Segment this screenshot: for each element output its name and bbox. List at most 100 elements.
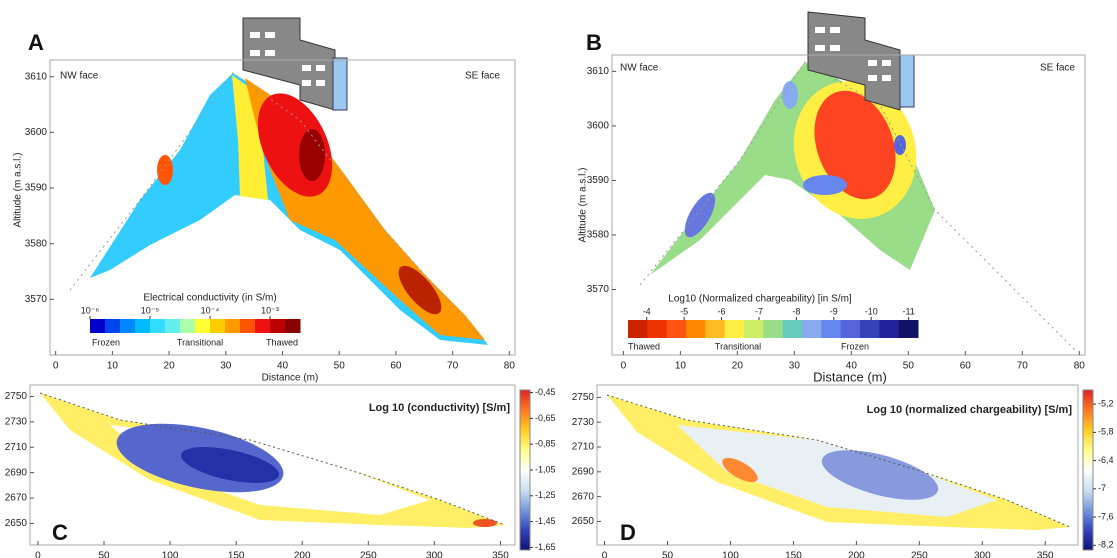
x-tick-label: 300	[426, 551, 443, 558]
colorbar-tick-label: -5	[680, 306, 688, 316]
x-tick-label: 30	[220, 361, 232, 372]
colorbar-title: Log 10 (conductivity) [S/m]	[369, 402, 511, 414]
building-icon	[242, 17, 348, 111]
colorbar-tick-label: 10⁻³	[261, 305, 279, 315]
x-tick-label: 20	[164, 361, 176, 372]
y-tick-label: 2670	[5, 493, 28, 504]
x-tick-label: 250	[360, 551, 377, 558]
colorbar-segment	[135, 319, 151, 333]
y-tick-label: 3610	[25, 71, 48, 82]
x-tick-label: 250	[911, 551, 928, 558]
y-tick-label: 2690	[5, 467, 28, 478]
x-tick-label: 0	[35, 551, 41, 558]
colorbar-tick-label: 10⁻⁶	[81, 305, 100, 315]
x-tick-label: 350	[1037, 551, 1054, 558]
plot-frame	[611, 54, 1086, 356]
y-tick-label: 3590	[25, 183, 48, 194]
y-tick-label: 2750	[572, 392, 595, 403]
x-tick-label: 20	[732, 361, 744, 372]
panel: 0 50 100 150 200 250 300 350 2650 2670 2690 2710 273…	[5, 384, 556, 558]
x-tick-label: 50	[903, 361, 915, 372]
colorbar-segment	[270, 319, 286, 333]
x-tick-label: 300	[974, 551, 991, 558]
colorbar-segment	[180, 319, 196, 333]
colorbar-segment	[782, 320, 803, 338]
plot-frame	[596, 384, 1079, 546]
panel: 0 50 100 150 200 250 300 350 2650 2670 2690 2710 273…	[572, 384, 1114, 558]
colorbar-tick-label: -6,4	[1098, 455, 1114, 465]
y-tick-label: 3570	[587, 284, 610, 295]
y-tick-label: 3610	[587, 66, 610, 77]
field-b	[639, 61, 1076, 351]
plot-frame	[29, 384, 516, 546]
colorbar-segment	[802, 320, 822, 338]
colorbar-segment	[879, 320, 900, 338]
colorbar-segment	[840, 320, 861, 338]
colorbar-segment	[898, 320, 919, 338]
x-tick-label: 50	[334, 361, 346, 372]
colorbar-segment	[686, 320, 706, 338]
y-tick-label: 3580	[25, 238, 48, 249]
colorbar-segment	[763, 320, 784, 338]
face-label: NW face	[60, 71, 99, 82]
panel-letter: D	[620, 520, 636, 545]
colorbar-tick-label: -1,45	[535, 516, 556, 526]
y-tick-label: 3600	[25, 127, 48, 138]
colorbar	[1082, 389, 1094, 551]
panel-letter: C	[52, 520, 68, 545]
colorbar-tick-label: -0,45	[535, 387, 556, 397]
x-axis-label: Distance (m)	[813, 369, 887, 384]
x-axis-label: Distance (m)	[262, 373, 319, 384]
colorbar-segment	[285, 319, 301, 333]
panel: 0 10 20 30 40 50 60 70 80 3570 3580 3590 3600 3610 B NW…	[578, 30, 1086, 384]
x-tick-label: 150	[228, 551, 245, 558]
colorbar-tick-label: -1,05	[535, 464, 556, 474]
colorbar-tick-label: -7,6	[1098, 511, 1114, 521]
colorbar-tick-label: 10⁻⁴	[201, 305, 220, 315]
y-tick-label: 2710	[572, 442, 595, 453]
colorbar-segment	[705, 320, 726, 338]
colorbar-tick-label: -0,65	[535, 413, 556, 423]
colorbar-tick-label: -10	[865, 306, 878, 316]
colorbar-segment	[105, 319, 121, 333]
y-tick-label: 2750	[5, 391, 28, 402]
x-tick-label: 50	[98, 551, 110, 558]
field-c	[39, 392, 506, 528]
colorbar-tick-label: -0,85	[535, 439, 556, 449]
colorbar-class-label: Frozen	[841, 341, 869, 351]
colorbar-tick-label: -6	[718, 306, 726, 316]
panel-letter: A	[28, 30, 44, 55]
colorbar-tick-label: -4	[643, 306, 651, 316]
colorbar-segment	[724, 320, 745, 338]
y-tick-label: 2690	[572, 466, 595, 477]
y-axis-label: Altitude (m a.s.l.)	[13, 152, 24, 227]
colorbar-segment	[255, 319, 271, 333]
x-tick-label: 40	[277, 361, 289, 372]
x-tick-label: 30	[789, 361, 801, 372]
y-tick-label: 2730	[5, 416, 28, 427]
colorbar-tick-label: -1,25	[535, 490, 556, 500]
y-tick-label: 3590	[587, 175, 610, 186]
colorbar-segment	[240, 319, 256, 333]
x-tick-label: 70	[1017, 361, 1029, 372]
colorbar-title: Electrical conductivity (in S/m)	[143, 293, 276, 304]
colorbar-class-label: Frozen	[92, 337, 120, 347]
colorbar-class-label: Transitional	[177, 337, 223, 347]
colorbar-tick-label: -7	[1098, 483, 1106, 493]
colorbar-segment	[165, 319, 181, 333]
colorbar-segment	[860, 320, 880, 338]
x-tick-label: 100	[162, 551, 179, 558]
colorbar-segment	[90, 319, 106, 333]
y-tick-label: 2650	[5, 518, 28, 529]
x-tick-label: 0	[621, 361, 627, 372]
x-tick-label: 200	[294, 551, 311, 558]
colorbar-segment	[744, 320, 764, 338]
y-tick-label: 3600	[587, 121, 610, 132]
colorbar-tick-label: -7	[755, 306, 763, 316]
face-label: NW face	[620, 63, 659, 74]
colorbar-tick-label: -1,65	[535, 542, 556, 552]
x-tick-label: 0	[602, 551, 608, 558]
x-tick-label: 50	[662, 551, 674, 558]
y-tick-label: 3580	[587, 230, 610, 241]
panel: 0 10 20 30 40 50 60 70 80 3570 3580 3590 3600 3610 A NW…	[13, 30, 516, 384]
